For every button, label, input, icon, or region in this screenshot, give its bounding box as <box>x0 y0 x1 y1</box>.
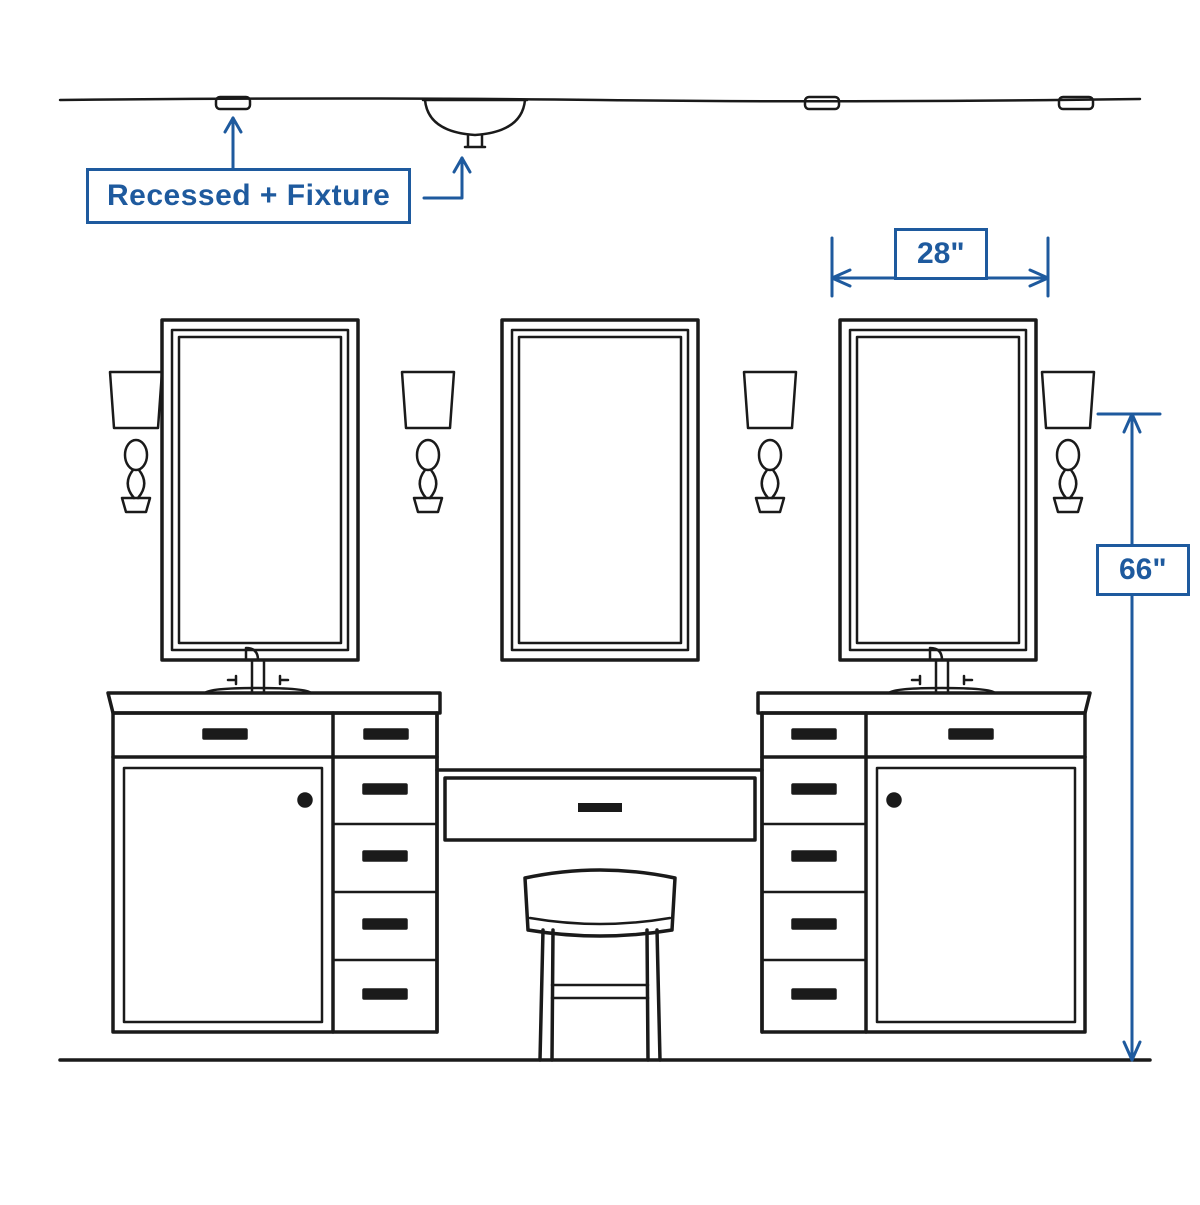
mirrors <box>162 320 1036 660</box>
vanity-left <box>108 648 440 1032</box>
dim-66 <box>1098 414 1160 1060</box>
faucet-right <box>889 648 995 693</box>
recessed-light-2 <box>805 97 839 109</box>
mirror-center <box>502 320 698 660</box>
dim-label-28: 28" <box>894 228 988 280</box>
stool <box>525 870 675 1060</box>
mirror-right <box>840 320 1036 660</box>
floor-line <box>60 1059 1150 1060</box>
faucet-left <box>205 648 311 693</box>
mirror-left <box>162 320 358 660</box>
makeup-desk <box>437 713 762 1060</box>
knob <box>299 794 311 806</box>
sconce-1 <box>110 372 162 512</box>
pull <box>204 730 246 738</box>
sconce-4 <box>1042 372 1094 512</box>
vanity-elevation-diagram: Recessed + Fixture 28" 66" <box>0 0 1200 1200</box>
callout-recessed-fixture: Recessed + Fixture <box>86 168 411 224</box>
sconces <box>110 372 1094 512</box>
vanity-right <box>758 648 1090 1032</box>
dim-label-66: 66" <box>1096 544 1190 596</box>
sconce-3 <box>744 372 796 512</box>
ceiling-fixture <box>423 100 527 147</box>
ceiling <box>60 97 1140 147</box>
sconce-2 <box>402 372 454 512</box>
